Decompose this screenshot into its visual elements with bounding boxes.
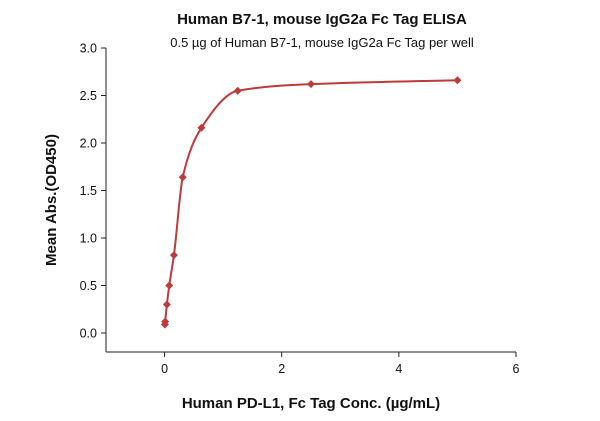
y-tick-label: 3.0	[80, 42, 97, 56]
data-point	[453, 76, 462, 85]
y-tick-label: 0.0	[80, 327, 97, 341]
x-tick-label: 6	[513, 362, 520, 376]
data-point	[178, 173, 187, 182]
data-point	[161, 317, 170, 326]
axes	[105, 48, 516, 353]
fit-curve	[163, 79, 458, 325]
data-point	[169, 251, 178, 260]
data-point	[307, 80, 315, 89]
data-point	[197, 123, 206, 132]
x-tick-label: 2	[278, 362, 285, 376]
data-point	[233, 86, 242, 95]
data-point	[162, 300, 171, 309]
y-ticks: 0.0 0.5 1.0 1.5 2.0 2.5 3.0	[80, 42, 106, 341]
x-axis-label: Human PD-L1, Fc Tag Conc. (µg/mL)	[182, 395, 440, 412]
chart-subtitle: 0.5 µg of Human B7-1, mouse IgG2a Fc Tag…	[170, 35, 474, 50]
y-tick-label: 0.5	[80, 279, 97, 293]
y-tick-label: 1.5	[80, 184, 97, 198]
data-points	[160, 76, 462, 329]
x-ticks: 0 2 4 6	[161, 352, 520, 376]
y-tick-label: 2.5	[80, 89, 97, 103]
x-tick-label: 4	[395, 362, 402, 376]
y-axis-label: Mean Abs.(OD450)	[43, 134, 60, 266]
data-point	[165, 281, 174, 290]
y-tick-label: 2.0	[80, 137, 97, 151]
chart-title: Human B7-1, mouse IgG2a Fc Tag ELISA	[177, 11, 467, 28]
x-tick-label: 0	[161, 362, 168, 376]
y-tick-label: 1.0	[80, 232, 97, 246]
